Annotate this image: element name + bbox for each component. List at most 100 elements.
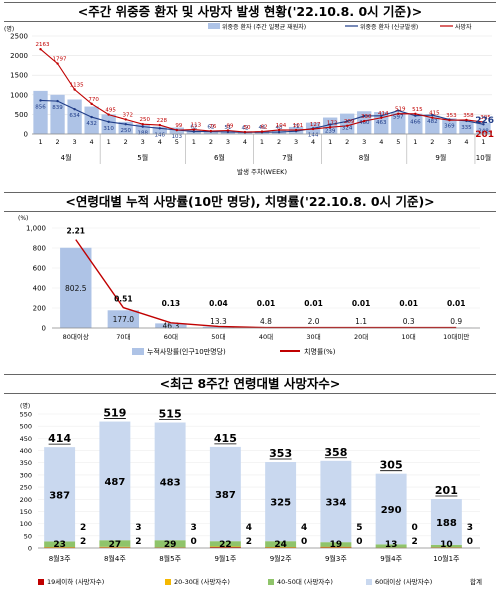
chart3-side-label-bottom: 0 <box>467 537 473 547</box>
chart3-label-60plus: 325 <box>270 498 291 509</box>
chart1-point-deaths <box>448 118 451 122</box>
chart3-total-label: 305 <box>380 459 403 472</box>
chart1-label-new-icu: 103 <box>172 134 183 140</box>
chart1-bar <box>476 122 491 134</box>
chart1-point-deaths <box>328 126 332 129</box>
chart2-rate-label: 0.13 <box>162 299 181 308</box>
chart1-x-tick: 2 <box>124 138 128 146</box>
chart1-point-new-icu <box>56 99 59 103</box>
chart2-svg: (%) 0 200 400 600 800 1,000 802.5 177.0 46.3 13.3 4… <box>18 215 480 356</box>
chart1-legend-label: 위중증 환자 (주간 일평균 재원자) <box>222 23 306 31</box>
chart3-side-label-bottom: 2 <box>135 537 141 547</box>
chart3-side-label-top: 3 <box>135 523 141 533</box>
chart2-title: <연령대별 누적 사망률(10만 명당), 치명률('22.10.8. 0시 기… <box>4 192 496 212</box>
chart1-x-tick: 1 <box>192 138 196 146</box>
chart3-bar-segment <box>44 541 76 548</box>
chart1-x-tick: 3 <box>447 138 451 146</box>
chart3-legend-swatch <box>38 579 44 585</box>
chart1-month-label: 10월 <box>476 153 491 162</box>
chart2-bar-label: 13.3 <box>210 317 227 326</box>
chart2-legend-label: 누적사망률(인구10만명당) <box>147 347 226 356</box>
chart3-legend-label: 60대이상 (사망자수) <box>375 577 432 586</box>
chart1-point-deaths <box>363 119 366 123</box>
chart1-point-new-icu <box>39 99 42 102</box>
chart1-bar <box>33 90 48 134</box>
chart3-bar-segment <box>265 541 297 548</box>
chart3-bar-segment <box>375 544 407 548</box>
chart1-x-tick: 3 <box>226 138 230 146</box>
chart1-x-tick: 1 <box>260 138 264 146</box>
chart1-x-tick: 2 <box>345 138 349 146</box>
chart3-label-60plus: 334 <box>325 497 346 508</box>
chart1-point-new-icu <box>192 130 196 133</box>
chart3-label-60plus: 487 <box>104 477 125 488</box>
chart1-point-new-icu <box>124 123 127 126</box>
chart1-point-deaths <box>209 129 213 133</box>
chart1-label-deaths: 172 <box>327 120 338 126</box>
chart3-bar-segment <box>154 422 186 541</box>
chart3-label-60plus: 290 <box>381 505 402 516</box>
chart3-bar-segment <box>430 544 462 548</box>
chart2-legend-label: 치명률(%) <box>304 347 336 356</box>
chart1-label-new-icu: 597 <box>393 115 404 121</box>
chart3-y-tick: 250 <box>20 484 32 492</box>
chart1-month-label: 9월 <box>435 153 446 162</box>
chart2-legend-swatch-bar <box>132 348 144 355</box>
chart1-label-deaths: 1135 <box>70 83 84 89</box>
chart2-y-tick: 800 <box>33 245 46 253</box>
chart1-point-deaths <box>39 48 42 51</box>
chart3-bar-segment <box>430 499 462 545</box>
chart3-bar-segment <box>209 541 241 547</box>
chart2-x-tick: 60대 <box>164 333 178 341</box>
chart1-point-deaths <box>158 123 161 127</box>
chart1-point-deaths <box>431 116 434 119</box>
chart3-x-tick: 9월1주 <box>214 554 236 563</box>
chart3-bar-segment <box>154 547 186 548</box>
chart1-x-tick: 2 <box>209 138 213 146</box>
chart3-bar-segment <box>99 540 131 547</box>
chart2-bar-label: 4.8 <box>260 317 272 326</box>
chart1-label-deaths: 770 <box>88 97 99 103</box>
chart1-month-label: 8월 <box>359 153 370 162</box>
chart1-label-new-icu: 51 <box>224 125 231 131</box>
chart3-side-label-bottom: 2 <box>411 537 417 547</box>
chart2-rate-label: 0.01 <box>399 299 418 308</box>
chart3-y-tick: 550 <box>20 411 32 419</box>
chart3-bar-segment <box>375 473 407 545</box>
chart2-x-tick: 10대미만 <box>443 332 469 341</box>
chart1-point-deaths <box>380 116 383 119</box>
chart2-y-tick: 0 <box>42 325 46 333</box>
chart1-label-new-icu: 634 <box>69 113 80 119</box>
chart1-point-deaths <box>482 120 485 124</box>
chart1-label-deaths: 127 <box>310 122 321 128</box>
chart3-bar-segment <box>44 447 76 542</box>
chart1-legend-label: 사망자 <box>455 23 472 31</box>
chart1-label-new-icu: 42 <box>241 125 248 131</box>
chart1-label-new-icu: 856 <box>35 104 46 110</box>
chart1-y-tick: 2000 <box>10 52 28 60</box>
chart3-label-60plus: 188 <box>436 518 457 529</box>
chart1-label-new-icu: 144 <box>308 132 319 138</box>
chart3-bar-segment <box>99 421 131 541</box>
chart1-bar <box>459 121 474 134</box>
chart1-x-tick: 1 <box>413 138 417 146</box>
chart1-bar <box>67 99 82 134</box>
chart1-x-tick: 4 <box>379 138 383 146</box>
chart1-y-tick: 0 <box>24 131 28 139</box>
chart1-y-tick: 1500 <box>10 72 28 80</box>
chart1-label-deaths: 415 <box>429 111 440 117</box>
chart3-legend-label: 20-30대 (사망자수) <box>174 577 230 586</box>
chart1-label-deaths: 515 <box>412 107 423 113</box>
chart1-label-new-icu: 463 <box>376 120 387 126</box>
chart1-point-deaths <box>90 102 93 106</box>
chart3-bar-segment <box>430 547 462 548</box>
chart1-x-tick: 4 <box>311 138 315 146</box>
chart1-bar <box>374 112 389 134</box>
chart1-point-deaths <box>124 118 127 121</box>
chart1-x-tick: 2 <box>277 138 281 146</box>
chart1-label-deaths: 101 <box>293 123 304 129</box>
chart1-legend-label: 위중증 환자 (신규발생) <box>360 23 418 31</box>
chart1-point-deaths <box>397 112 400 115</box>
chart3-bar-segment <box>320 546 352 548</box>
chart3-side-label-bottom: 2 <box>80 537 86 547</box>
